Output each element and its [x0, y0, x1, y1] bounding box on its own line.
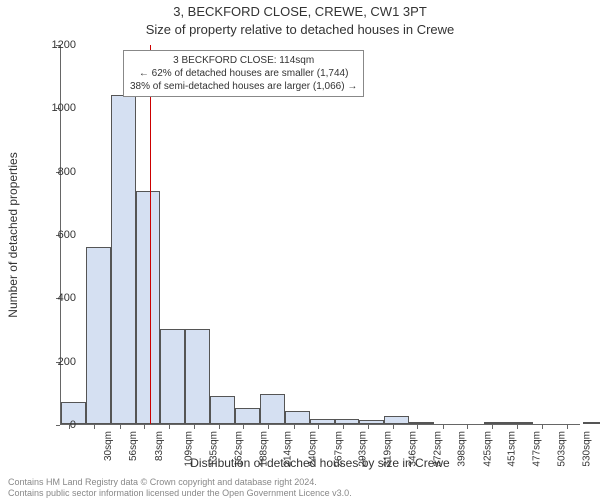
x-tick-mark — [567, 425, 568, 429]
histogram-bar — [136, 191, 161, 424]
x-tick-label: 530sqm — [582, 431, 593, 467]
title-main: 3, BECKFORD CLOSE, CREWE, CW1 3PT — [0, 4, 600, 19]
histogram-bar — [310, 419, 335, 424]
x-tick-mark — [219, 425, 220, 429]
x-tick-mark — [94, 425, 95, 429]
legend-line-1: 3 BECKFORD CLOSE: 114sqm — [130, 54, 357, 67]
histogram-bar — [484, 422, 509, 424]
y-tick-label: 1000 — [42, 102, 76, 114]
x-tick-mark — [144, 425, 145, 429]
histogram-bar — [285, 411, 310, 424]
histogram-bar — [185, 329, 210, 424]
x-tick-mark — [467, 425, 468, 429]
attribution: Contains HM Land Registry data © Crown c… — [8, 477, 352, 498]
x-tick-mark — [318, 425, 319, 429]
plot-area — [60, 45, 580, 425]
x-tick-mark — [393, 425, 394, 429]
x-tick-mark — [517, 425, 518, 429]
histogram-bar — [509, 422, 534, 424]
x-tick-mark — [417, 425, 418, 429]
legend-line-3: 38% of semi-detached houses are larger (… — [130, 80, 357, 93]
y-tick-label: 0 — [42, 419, 76, 431]
title-sub: Size of property relative to detached ho… — [0, 22, 600, 37]
histogram-bar — [111, 95, 136, 424]
x-tick-mark — [542, 425, 543, 429]
attribution-line-1: Contains HM Land Registry data © Crown c… — [8, 477, 352, 487]
histogram-bar — [235, 408, 260, 424]
x-tick-mark — [243, 425, 244, 429]
x-tick-mark — [268, 425, 269, 429]
x-tick-mark — [343, 425, 344, 429]
x-tick-mark — [69, 425, 70, 429]
chart-container: 3, BECKFORD CLOSE, CREWE, CW1 3PT Size o… — [0, 0, 600, 500]
y-tick-label: 800 — [42, 166, 76, 178]
histogram-bar — [384, 416, 409, 424]
histogram-bar — [210, 396, 235, 425]
histogram-bar — [409, 422, 434, 424]
attribution-line-2: Contains public sector information licen… — [8, 488, 352, 498]
y-axis-label: Number of detached properties — [6, 45, 20, 425]
y-tick-label: 400 — [42, 292, 76, 304]
x-axis-label: Distribution of detached houses by size … — [60, 456, 580, 470]
x-tick-mark — [120, 425, 121, 429]
y-tick-label: 1200 — [42, 39, 76, 51]
histogram-bar — [160, 329, 185, 424]
y-tick-label: 200 — [42, 356, 76, 368]
x-tick-mark — [443, 425, 444, 429]
histogram-bar — [359, 420, 384, 424]
x-tick-mark — [194, 425, 195, 429]
reference-line — [150, 45, 151, 424]
x-tick-mark — [368, 425, 369, 429]
histogram-bar — [583, 422, 600, 424]
x-tick-mark — [294, 425, 295, 429]
histogram-bar — [260, 394, 285, 424]
legend-line-2: ← 62% of detached houses are smaller (1,… — [130, 67, 357, 80]
histogram-bar — [86, 247, 111, 424]
legend-box: 3 BECKFORD CLOSE: 114sqm ← 62% of detach… — [123, 50, 364, 97]
x-tick-mark — [169, 425, 170, 429]
histogram-bar — [335, 419, 360, 424]
x-tick-mark — [492, 425, 493, 429]
y-tick-label: 600 — [42, 229, 76, 241]
